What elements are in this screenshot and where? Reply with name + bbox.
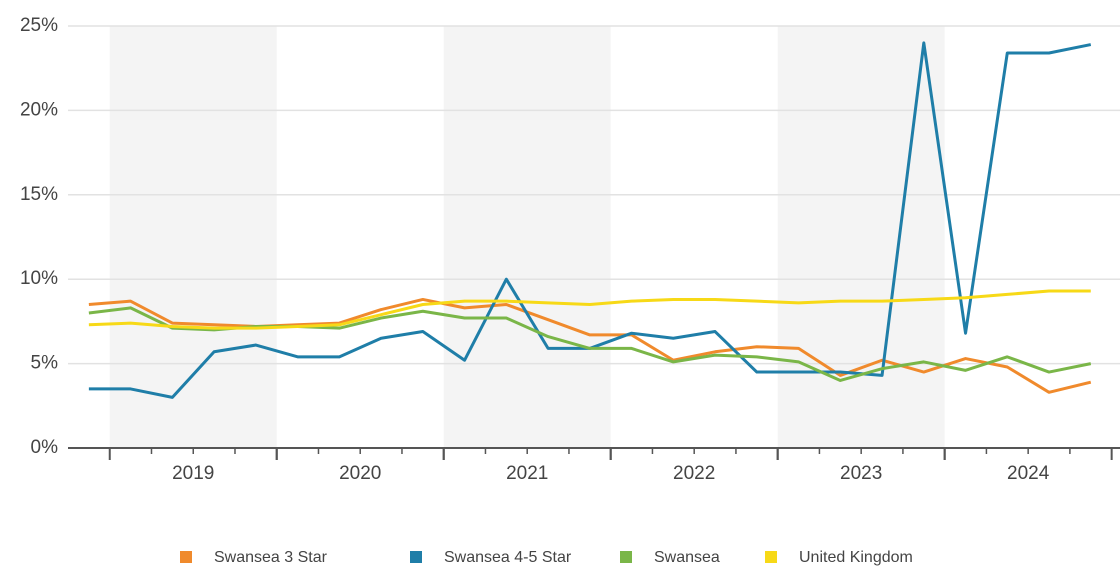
y-tick-label: 15% [20,184,58,205]
x-tick-label: 2024 [1007,463,1050,484]
y-tick-label: 20% [20,99,58,120]
legend-swatch [765,551,777,563]
legend-label: Swansea 4-5 Star [444,549,572,566]
x-tick-label: 2019 [172,463,214,484]
year-band [109,26,277,448]
series-line [88,306,1092,382]
legend-label: Swansea [654,549,720,566]
legend-swatch [620,551,632,563]
legend-swatch [180,551,192,563]
year-band [443,26,611,448]
legend-swatch [410,551,422,563]
x-tick-label: 2021 [506,463,548,484]
legend-label: United Kingdom [799,549,913,566]
x-tick-label: 2022 [673,463,715,484]
legend-label: Swansea 3 Star [214,549,328,566]
year-band [777,26,945,448]
series-line [88,289,1091,330]
y-tick-label: 5% [31,353,59,374]
x-tick-label: 2020 [339,463,381,484]
y-tick-label: 0% [31,437,59,458]
y-tick-label: 10% [20,268,58,289]
x-tick-label: 2023 [840,463,882,484]
y-tick-label: 25% [20,15,58,36]
